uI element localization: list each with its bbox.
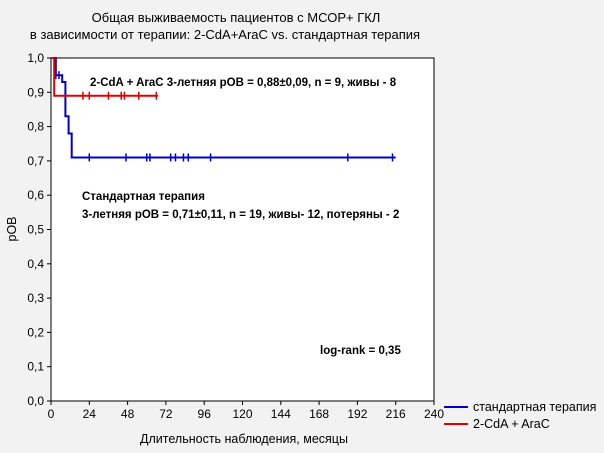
y-tick-label: 0,6	[27, 188, 44, 202]
x-axis-title: Длительность наблюдения, месяцы	[140, 432, 348, 446]
x-tick-label: 24	[83, 407, 97, 421]
x-tick-label: 48	[121, 407, 135, 421]
y-tick-label: 0,8	[27, 120, 44, 134]
annotation-arm-b: 3-летняя pOB = 0,71±0,11, n = 19, живы- …	[82, 209, 399, 221]
y-tick-label: 0,4	[27, 257, 44, 271]
series-0	[51, 57, 396, 162]
y-tick-label: 0,7	[27, 154, 44, 168]
series-line	[51, 57, 158, 97]
y-axis-title: pOB	[5, 216, 19, 241]
x-tick-label: 0	[48, 407, 55, 421]
chart-title: Общая выживаемость пациентов с МСОР+ ГКЛ	[92, 10, 381, 25]
y-tick-label: 1,0	[27, 51, 44, 65]
series-1	[51, 57, 158, 100]
annotation-arm-a: 2-CdA + AraC 3-летняя pOB = 0,88±0,09, n…	[90, 77, 397, 89]
annotation-logrank: log-rank = 0,35	[320, 345, 401, 357]
annotation-arm-b-title: Стандартная терапия	[82, 191, 205, 203]
y-tick-label: 0,5	[27, 223, 44, 237]
x-tick-label: 72	[159, 407, 173, 421]
series-layer	[51, 57, 396, 162]
legend-label-cda-arac: 2-CdA + AraC	[473, 417, 550, 431]
x-tick-label: 240	[424, 407, 444, 421]
x-tick-label: 192	[347, 407, 367, 421]
x-tick-label: 120	[232, 407, 252, 421]
y-tick-label: 0,9	[27, 85, 44, 99]
y-tick-label: 0,2	[27, 325, 44, 339]
x-tick-label: 96	[198, 407, 212, 421]
y-tick-label: 0,0	[27, 394, 44, 408]
y-tick-label: 0,3	[27, 291, 44, 305]
x-tick-label: 216	[386, 407, 406, 421]
y-axis-ticks: 0,0 0,1 0,2 0,3 0,4 0,5 0,6 0,7 0,8 0,9 1,0	[27, 51, 51, 408]
plot-area	[50, 57, 435, 402]
x-axis-ticks: 0 24 48 72 96 120 144 168 192 216 240	[48, 401, 444, 421]
y-tick-label: 0,1	[27, 360, 44, 374]
chart-subtitle: в зависимости от терапии: 2-CdA+AraC vs.…	[30, 27, 420, 42]
legend-label-standard: стандартная терапия	[473, 400, 596, 414]
legend: стандартная терапия 2-CdA + AraC	[444, 400, 596, 431]
x-tick-label: 168	[309, 407, 329, 421]
x-tick-label: 144	[271, 407, 291, 421]
